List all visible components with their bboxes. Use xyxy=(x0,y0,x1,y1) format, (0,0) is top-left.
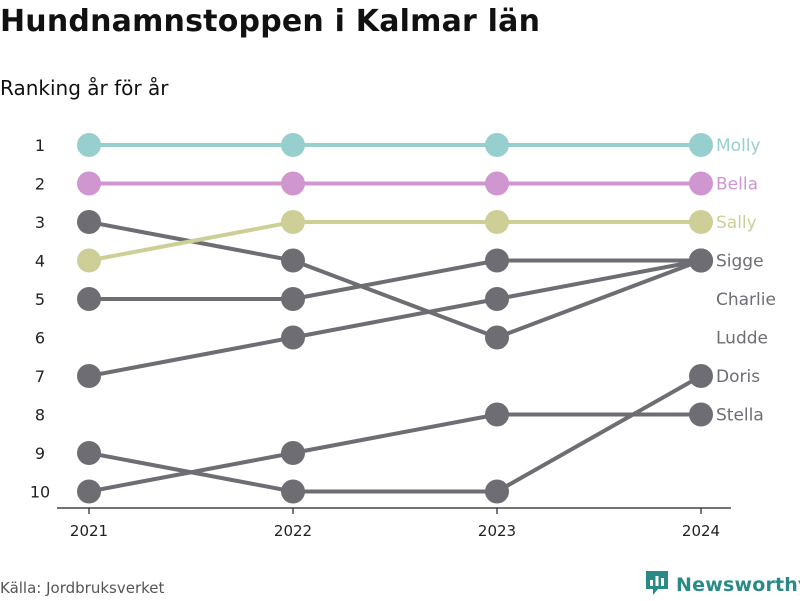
end-label-sally: Sally xyxy=(716,213,757,233)
data-point-charlie xyxy=(281,287,305,311)
x-tick-label: 2021 xyxy=(70,522,108,540)
series-line-sally xyxy=(87,220,703,263)
brand-logo[interactable]: Newsworthy xyxy=(644,570,800,600)
axes: 2021 2022 2023 2024 1 2 3 4 5 6 7 8 9 10 xyxy=(30,136,731,540)
end-label-molly: Molly xyxy=(716,136,761,156)
data-point-sigge xyxy=(77,210,101,234)
y-tick-label: 5 xyxy=(35,290,45,309)
data-point-doris xyxy=(689,364,713,388)
y-tick-label: 2 xyxy=(35,175,45,194)
bar-chart-logo-icon xyxy=(644,569,670,601)
data-point-charlie xyxy=(485,248,509,273)
data-point-ludde xyxy=(485,287,509,311)
y-tick-label: 1 xyxy=(35,136,45,155)
chart-subtitle: Ranking år för år xyxy=(0,76,169,100)
x-tick-label: 2022 xyxy=(274,522,312,540)
x-tick-label: 2023 xyxy=(478,522,516,540)
data-point-bella xyxy=(77,171,101,196)
y-tick-label: 10 xyxy=(30,483,50,502)
series-line-stella xyxy=(87,412,703,494)
end-labels: Molly Bella Sally Sigge Charlie Ludde Doris Ste… xyxy=(716,136,776,426)
data-point-stella xyxy=(689,402,713,427)
y-tick-label: 4 xyxy=(35,252,45,271)
end-label-sigge: Sigge xyxy=(716,252,764,272)
source-note: Källa: Jordbruksverket xyxy=(0,579,165,597)
data-point-charlie xyxy=(77,287,101,311)
data-point-sigge xyxy=(281,248,305,273)
data-point-molly xyxy=(689,133,713,157)
data-point-bella xyxy=(689,171,713,196)
y-tick-label: 3 xyxy=(35,213,45,232)
data-point-bella xyxy=(485,171,509,196)
data-point-sigge xyxy=(485,325,509,350)
data-point-ludde xyxy=(689,248,713,273)
series-line-charlie xyxy=(87,258,703,301)
y-tick-label: 9 xyxy=(35,444,45,463)
data-point-stella xyxy=(485,402,509,427)
end-label-charlie: Charlie xyxy=(716,290,776,310)
series-line-ludde xyxy=(87,258,703,378)
y-tick-label: 6 xyxy=(35,329,45,348)
series-lines xyxy=(87,143,703,494)
data-point-ludde xyxy=(281,325,305,350)
end-label-stella: Stella xyxy=(716,406,764,426)
x-tick-label: 2024 xyxy=(682,522,720,540)
chart-title: Hundnamnstoppen i Kalmar län xyxy=(0,4,541,39)
end-label-ludde: Ludde xyxy=(716,329,768,349)
y-tick-label: 7 xyxy=(35,367,45,386)
bump-chart: 2021 2022 2023 2024 1 2 3 4 5 6 7 8 9 10 Molly Bella Sa… xyxy=(30,133,776,540)
data-point-doris xyxy=(77,441,101,465)
end-label-doris: Doris xyxy=(716,367,760,387)
data-point-sally xyxy=(281,210,305,234)
data-point-sally xyxy=(485,210,509,234)
data-point-doris xyxy=(485,479,509,504)
y-tick-label: 8 xyxy=(35,406,45,425)
brand-name: Newsworthy xyxy=(676,574,800,596)
data-point-bella xyxy=(281,171,305,196)
series-points xyxy=(77,133,713,504)
data-point-stella xyxy=(281,441,305,465)
data-point-sally xyxy=(689,210,713,234)
end-label-bella: Bella xyxy=(716,175,758,195)
data-point-molly xyxy=(77,133,101,157)
data-point-molly xyxy=(281,133,305,157)
data-point-stella xyxy=(77,479,101,504)
data-point-sally xyxy=(77,248,101,273)
data-point-doris xyxy=(281,479,305,504)
data-point-ludde xyxy=(77,364,101,388)
data-point-molly xyxy=(485,133,509,157)
